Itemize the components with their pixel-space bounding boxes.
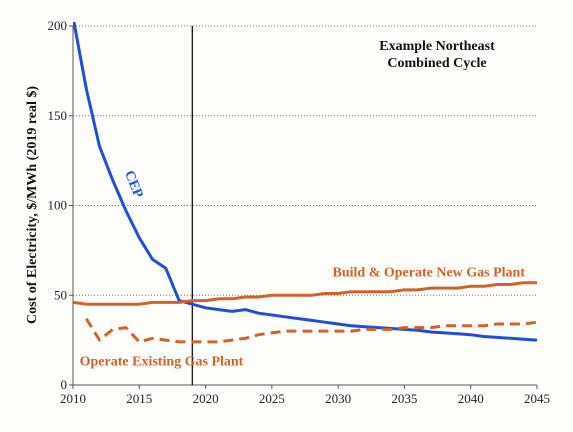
x-tick-label-2025: 2025 [259,391,285,406]
series-labels: CEP Build & Operate New Gas Plant Operate … [80,169,526,370]
series-label-operate-existing-gas-plant: Operate Existing Gas Plant [80,355,244,370]
y-tick-label-150: 150 [48,108,68,123]
chart-title-line-1: Example Northeast [379,39,495,54]
x-tick-label-2020: 2020 [193,391,219,406]
y-tick-label-100: 100 [48,198,68,213]
x-tick-label-2015: 2015 [126,391,152,406]
series-line-0 [73,22,537,342]
x-tick-label-2045: 2045 [524,391,550,406]
series-line-2 [85,317,537,344]
series-lines [73,22,537,344]
axes [69,25,538,389]
chart-title-line-2: Combined Cycle [387,56,486,71]
y-tick-label-200: 200 [48,18,68,33]
tick-labels: 0 50 100 150 200 2010 2015 2020 2025 2030 2035 2040… [48,18,551,406]
x-tick-label-2035: 2035 [391,391,417,406]
series-line-1 [73,281,537,306]
y-tick-label-0: 0 [61,377,68,392]
series-label-cep: CEP [121,169,146,201]
x-tick-label-2010: 2010 [60,391,86,406]
y-axis-title: Cost of Electricity, $/MWh (2019 real $) [25,86,40,324]
x-tick-label-2040: 2040 [458,391,484,406]
series-label-build-new-gas-plant: Build & Operate New Gas Plant [333,265,526,280]
x-tick-label-2030: 2030 [325,391,351,406]
y-tick-label-50: 50 [54,287,67,302]
